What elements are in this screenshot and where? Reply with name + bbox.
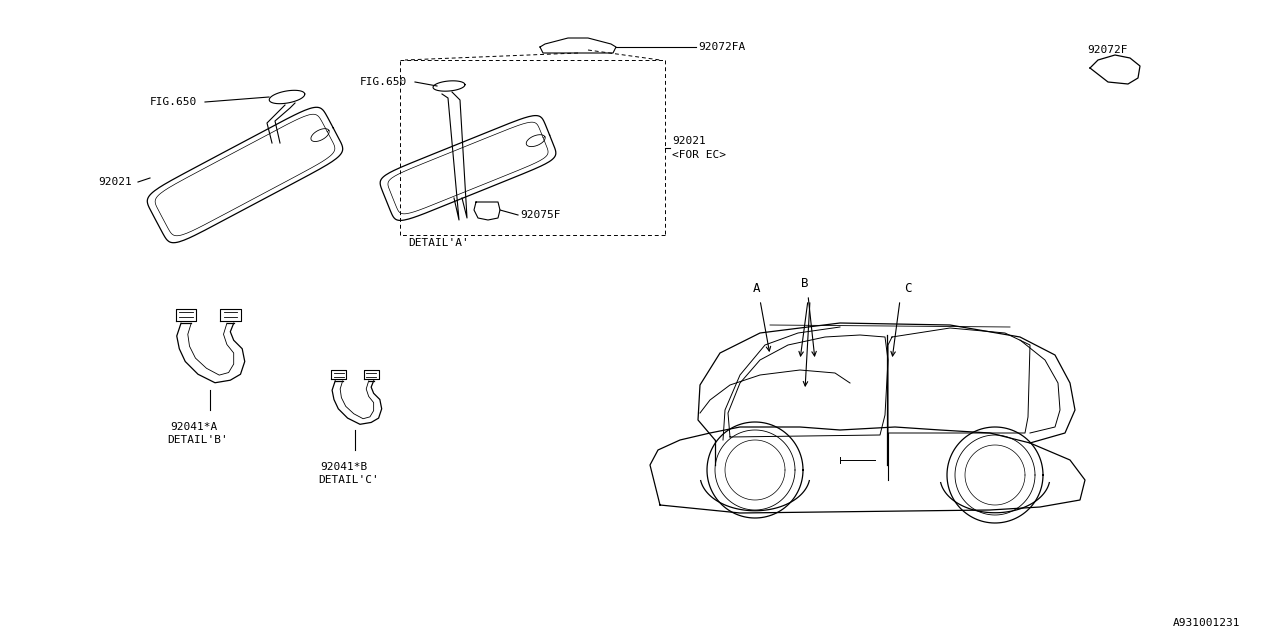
Text: A: A <box>753 282 760 295</box>
Text: 92072FA: 92072FA <box>698 42 745 52</box>
Text: 92041*A: 92041*A <box>170 422 218 432</box>
Text: DETAIL'C': DETAIL'C' <box>317 475 379 485</box>
Text: 92021: 92021 <box>672 136 705 146</box>
Text: 92021: 92021 <box>99 177 132 187</box>
Text: <FOR EC>: <FOR EC> <box>672 150 726 160</box>
Text: DETAIL'A': DETAIL'A' <box>408 238 468 248</box>
Text: B: B <box>801 277 809 290</box>
Text: 92075F: 92075F <box>520 210 561 220</box>
Text: 92041*B: 92041*B <box>320 462 367 472</box>
Text: 92072F: 92072F <box>1087 45 1128 55</box>
Text: DETAIL'B': DETAIL'B' <box>166 435 228 445</box>
Text: C: C <box>904 282 911 295</box>
Text: FIG.650: FIG.650 <box>360 77 407 87</box>
Text: FIG.650: FIG.650 <box>150 97 197 107</box>
Text: A931001231: A931001231 <box>1172 618 1240 628</box>
